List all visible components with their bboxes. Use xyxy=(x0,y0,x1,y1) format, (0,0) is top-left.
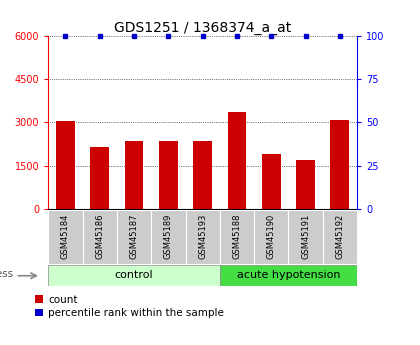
FancyBboxPatch shape xyxy=(323,210,357,264)
Title: GDS1251 / 1368374_a_at: GDS1251 / 1368374_a_at xyxy=(114,21,291,35)
FancyBboxPatch shape xyxy=(117,210,151,264)
Text: GSM45193: GSM45193 xyxy=(198,214,207,259)
Text: acute hypotension: acute hypotension xyxy=(236,270,340,280)
Text: GSM45191: GSM45191 xyxy=(301,214,310,259)
FancyBboxPatch shape xyxy=(220,210,254,264)
Bar xyxy=(125,141,144,209)
FancyBboxPatch shape xyxy=(254,210,289,264)
Text: GSM45186: GSM45186 xyxy=(95,213,104,259)
Text: GSM45188: GSM45188 xyxy=(232,213,241,259)
FancyBboxPatch shape xyxy=(48,210,83,264)
Bar xyxy=(90,147,109,209)
Text: control: control xyxy=(115,270,153,280)
Bar xyxy=(193,141,212,209)
FancyBboxPatch shape xyxy=(220,265,357,286)
Text: stress: stress xyxy=(0,269,13,279)
Bar xyxy=(159,141,178,209)
FancyBboxPatch shape xyxy=(151,210,186,264)
Bar xyxy=(262,154,281,209)
Bar xyxy=(331,120,349,209)
Text: GSM45189: GSM45189 xyxy=(164,214,173,259)
FancyBboxPatch shape xyxy=(289,210,323,264)
Bar xyxy=(296,160,315,209)
Text: GSM45192: GSM45192 xyxy=(335,214,344,259)
FancyBboxPatch shape xyxy=(83,210,117,264)
Bar xyxy=(56,121,75,209)
Text: GSM45184: GSM45184 xyxy=(61,214,70,259)
Legend: count, percentile rank within the sample: count, percentile rank within the sample xyxy=(34,295,224,318)
Text: GSM45187: GSM45187 xyxy=(129,213,139,259)
FancyBboxPatch shape xyxy=(186,210,220,264)
Text: GSM45190: GSM45190 xyxy=(267,214,276,259)
Bar xyxy=(228,112,247,209)
FancyBboxPatch shape xyxy=(48,265,220,286)
